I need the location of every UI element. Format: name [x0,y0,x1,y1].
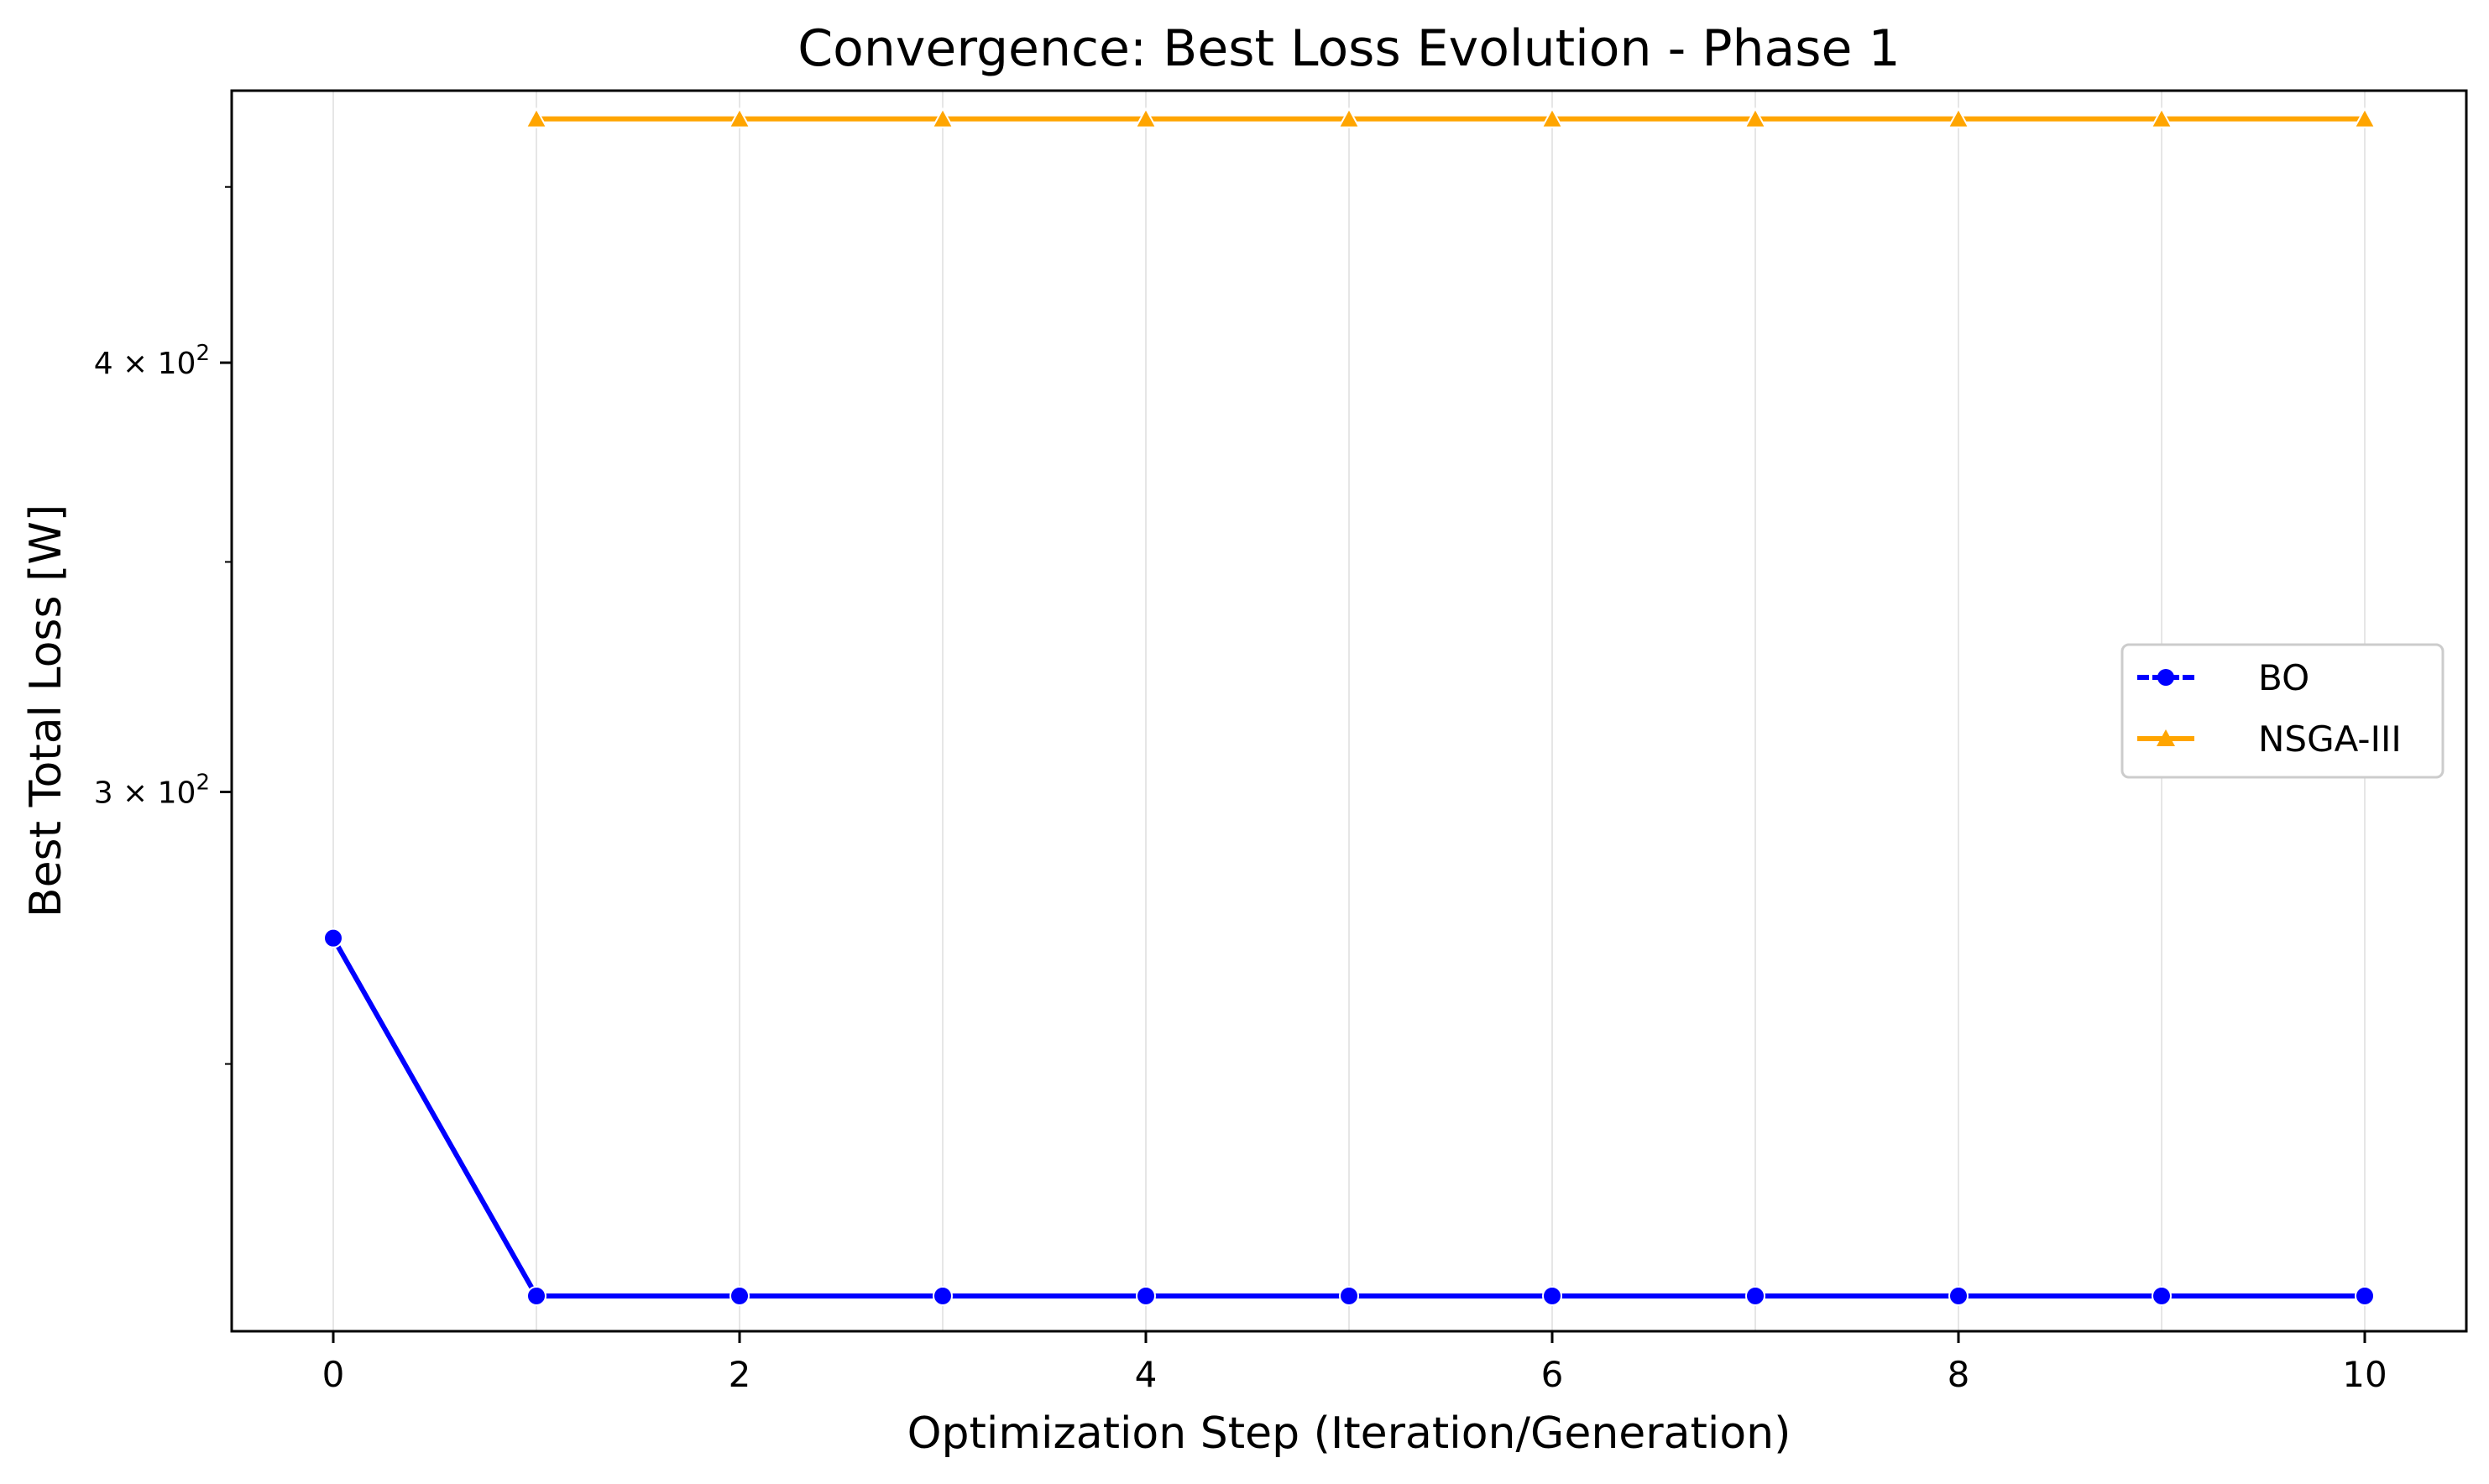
data-point-bo-4 [1136,1285,1156,1306]
y-tick-label-1: 4 × 102 [94,341,210,381]
grid [332,91,2366,1331]
data-point-nsga-iii-0 [525,107,548,128]
x-axis-label: Optimization Step (Iteration/Generation) [907,1408,1791,1459]
legend-marker-bo [2157,669,2174,686]
data-point-nsga-iii-8 [2150,107,2173,128]
series-layer [323,107,2377,1306]
x-tick-label-1: 2 [729,1354,751,1395]
data-point-nsga-iii-4 [1337,107,1361,128]
data-point-nsga-iii-9 [2353,107,2377,128]
x-tick-label-5: 10 [2342,1354,2387,1395]
data-point-bo-6 [1542,1285,1562,1306]
y-axis-label: Best Total Loss [W] [21,504,71,917]
y-tick-label-0: 3 × 102 [94,770,210,810]
data-point-nsga-iii-6 [1744,107,1767,128]
data-point-bo-9 [2152,1285,2172,1306]
data-point-nsga-iii-5 [1540,107,1564,128]
data-point-bo-2 [729,1285,750,1306]
data-point-nsga-iii-7 [1947,107,1970,128]
x-tick-label-4: 8 [1948,1354,1970,1395]
data-point-nsga-iii-1 [728,107,751,128]
legend-label-bo: BO [2258,657,2309,698]
data-point-bo-8 [1948,1285,1969,1306]
plot-frame [230,89,2468,1333]
legend-marker-nsga [2157,729,2175,746]
legend-label-nsga: NSGA-III [2258,718,2402,760]
data-point-bo-0 [323,928,343,948]
data-point-bo-7 [1745,1285,1765,1306]
x-tick-label-3: 6 [1541,1354,1564,1395]
data-point-bo-1 [526,1285,546,1306]
data-point-bo-10 [2355,1285,2375,1306]
legend-box [2120,643,2445,779]
x-tick-label-0: 0 [322,1354,345,1395]
data-point-bo-3 [933,1285,953,1306]
data-point-nsga-iii-3 [1134,107,1158,128]
x-tick-label-2: 4 [1135,1354,1158,1395]
y-axis-ticks: 3 × 102 4 × 102 [94,186,232,1065]
data-point-nsga-iii-2 [931,107,954,128]
legend: BO NSGA-III [2120,643,2445,779]
data-point-bo-5 [1339,1285,1359,1306]
chart-title: Convergence: Best Loss Evolution - Phase… [797,19,1900,78]
x-axis-ticks: 0 2 4 6 8 10 [322,1331,2387,1395]
